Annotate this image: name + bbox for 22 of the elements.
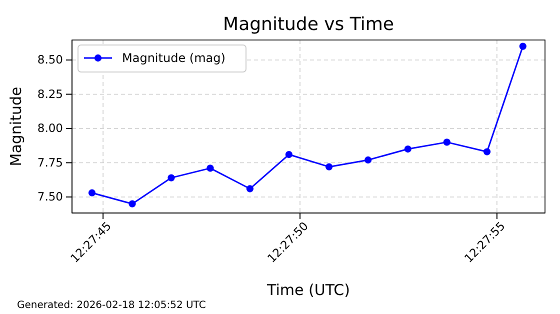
legend-label: Magnitude (mag) [122,51,226,65]
point [246,185,254,192]
point [88,189,96,196]
point [206,164,214,172]
y-axis-title: Magnitude [7,86,25,166]
point [168,174,175,182]
text: Generated: 2026-02-18 12:05:52 UTC [17,300,206,311]
point [519,42,526,50]
y-tick-label: 7.75 [37,155,63,170]
y-tick-label: 8.50 [37,52,63,67]
y-tick-label: 8.25 [37,86,63,101]
y-tick-label: 8.00 [37,121,63,136]
point [483,148,491,156]
point [285,150,292,158]
x-axis-title: Time (UTC) [266,281,350,299]
point [364,156,372,164]
point [325,163,333,170]
point [443,138,450,146]
y-tick-label: 7.50 [37,190,63,204]
chart-title: Magnitude vs Time [223,14,394,35]
point [128,200,136,208]
point [404,145,412,153]
